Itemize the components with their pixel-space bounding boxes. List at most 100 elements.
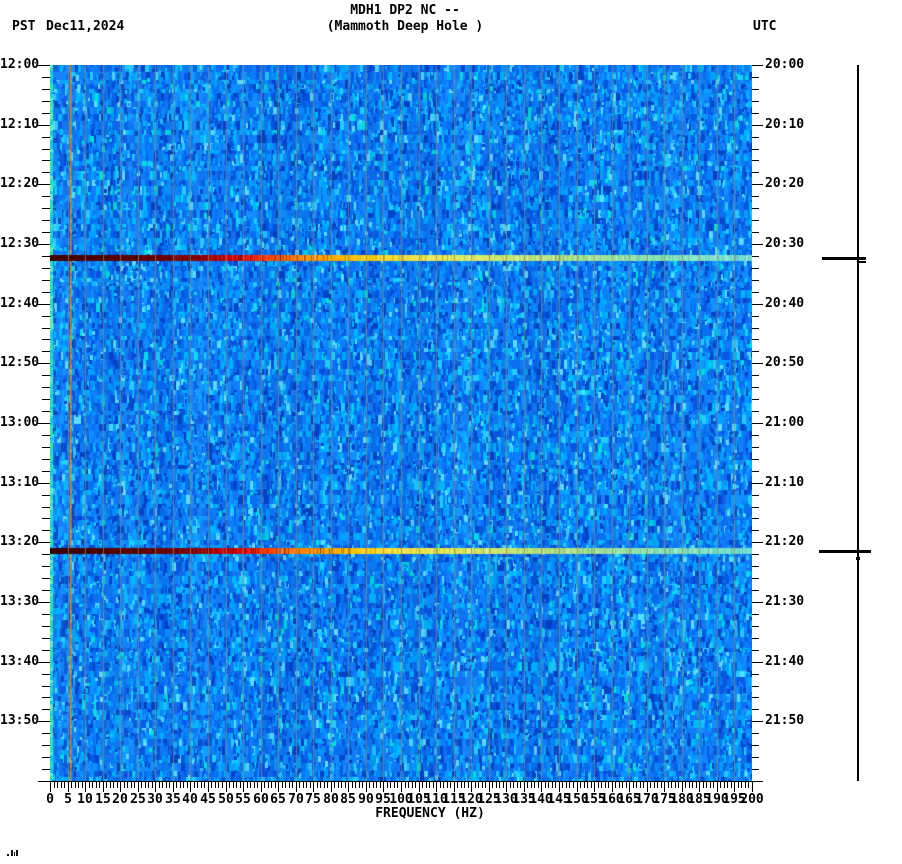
x-minor-tick [134,782,135,788]
right-time-label: 21:30 [765,594,805,609]
left-minor-tick [42,316,50,317]
x-tick-label: 150 [565,792,589,807]
right-minor-tick [752,268,759,269]
left-time-label: 13:30 [0,594,40,609]
x-tick-label: 55 [235,792,251,807]
x-minor-tick [320,782,321,788]
left-minor-tick [42,351,50,352]
x-minor-tick [591,782,592,788]
x-minor-tick [145,782,146,788]
x-minor-tick [159,782,160,788]
left-minor-tick [42,495,50,496]
x-minor-tick [573,782,574,788]
right-minor-tick [752,172,759,173]
x-minor-tick [169,782,170,788]
x-minor-tick [675,782,676,788]
left-minor-tick [42,411,50,412]
right-minor-tick [752,447,759,448]
x-minor-tick [622,782,623,788]
x-minor-tick [640,782,641,788]
x-tick-label: 95 [375,792,391,807]
x-major-tick [436,782,437,792]
left-minor-tick [42,626,50,627]
x-minor-tick [566,782,567,788]
x-major-tick [471,782,472,792]
x-tick-label: 90 [358,792,374,807]
x-tick-label: 35 [165,792,181,807]
left-minor-tick [42,686,50,687]
x-minor-tick [482,782,483,788]
right-major-tick [752,662,763,663]
left-time-label: 12:40 [0,296,40,311]
x-minor-tick [222,782,223,788]
x-minor-tick [475,782,476,788]
x-minor-tick [215,782,216,788]
x-minor-tick [303,782,304,788]
right-minor-tick [752,566,759,567]
left-major-tick [38,721,50,722]
left-major-tick [38,423,50,424]
left-minor-tick [42,518,50,519]
x-minor-tick [110,782,111,788]
x-major-tick [752,782,753,792]
x-minor-tick [180,782,181,788]
x-minor-tick [299,782,300,788]
left-minor-tick [42,387,50,388]
right-minor-tick [752,674,759,675]
x-minor-tick [359,782,360,788]
x-tick-label: 155 [582,792,606,807]
x-minor-tick [412,782,413,788]
x-minor-tick [345,782,346,788]
corner-glyph [7,850,18,856]
x-tick-label: 5 [64,792,72,807]
left-minor-tick [42,113,50,114]
x-major-tick [401,782,402,792]
x-minor-tick [450,782,451,788]
x-minor-tick [264,782,265,788]
x-minor-tick [390,782,391,788]
x-minor-tick [92,782,93,788]
right-minor-tick [752,471,759,472]
x-tick-label: 60 [253,792,269,807]
x-minor-tick [689,782,690,788]
right-minor-tick [752,459,759,460]
left-minor-tick [42,638,50,639]
x-minor-tick [373,782,374,788]
right-time-label: 20:00 [765,57,805,72]
left-minor-tick [42,709,50,710]
x-minor-tick [654,782,655,788]
right-minor-tick [752,507,759,508]
x-minor-tick [671,782,672,788]
x-minor-tick [380,782,381,788]
x-minor-tick [236,782,237,788]
x-minor-tick [703,782,704,788]
left-minor-tick [42,77,50,78]
x-minor-tick [731,782,732,788]
right-minor-tick [752,232,759,233]
right-minor-tick [752,745,759,746]
right-time-label: 20:50 [765,355,805,370]
left-minor-tick [42,280,50,281]
x-major-tick [190,782,191,792]
x-tick-label: 40 [182,792,198,807]
right-minor-tick [752,638,759,639]
x-major-tick [682,782,683,792]
left-minor-tick [42,328,50,329]
x-minor-tick [282,782,283,788]
page-subtitle: (Mammoth Deep Hole ) [326,19,484,34]
x-tick-label: 80 [323,792,339,807]
x-major-tick [296,782,297,792]
x-minor-tick [387,782,388,788]
left-minor-tick [42,745,50,746]
event-marker-subtick [856,557,860,560]
x-minor-tick [197,782,198,788]
x-major-tick [331,782,332,792]
x-minor-tick [685,782,686,788]
x-minor-tick [426,782,427,788]
left-time-label: 12:20 [0,176,40,191]
right-major-tick [752,125,763,126]
x-tick-label: 45 [200,792,216,807]
x-minor-tick [650,782,651,788]
left-minor-tick [42,650,50,651]
left-minor-tick [42,578,50,579]
